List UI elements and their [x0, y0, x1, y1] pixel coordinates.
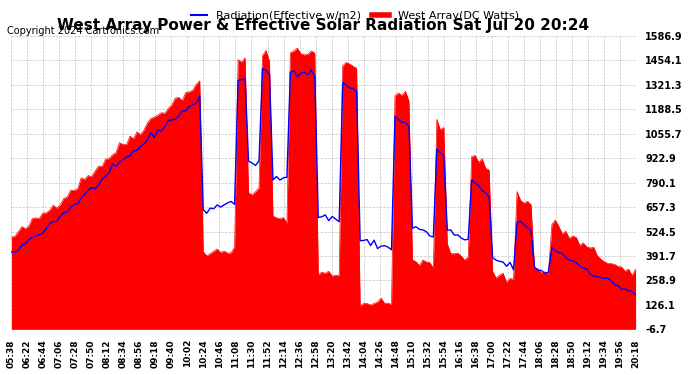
Legend: Radiation(Effective w/m2), West Array(DC Watts): Radiation(Effective w/m2), West Array(DC…: [186, 6, 523, 25]
Title: West Array Power & Effective Solar Radiation Sat Jul 20 20:24: West Array Power & Effective Solar Radia…: [57, 18, 589, 33]
Text: Copyright 2024 Cartronics.com: Copyright 2024 Cartronics.com: [7, 26, 159, 36]
